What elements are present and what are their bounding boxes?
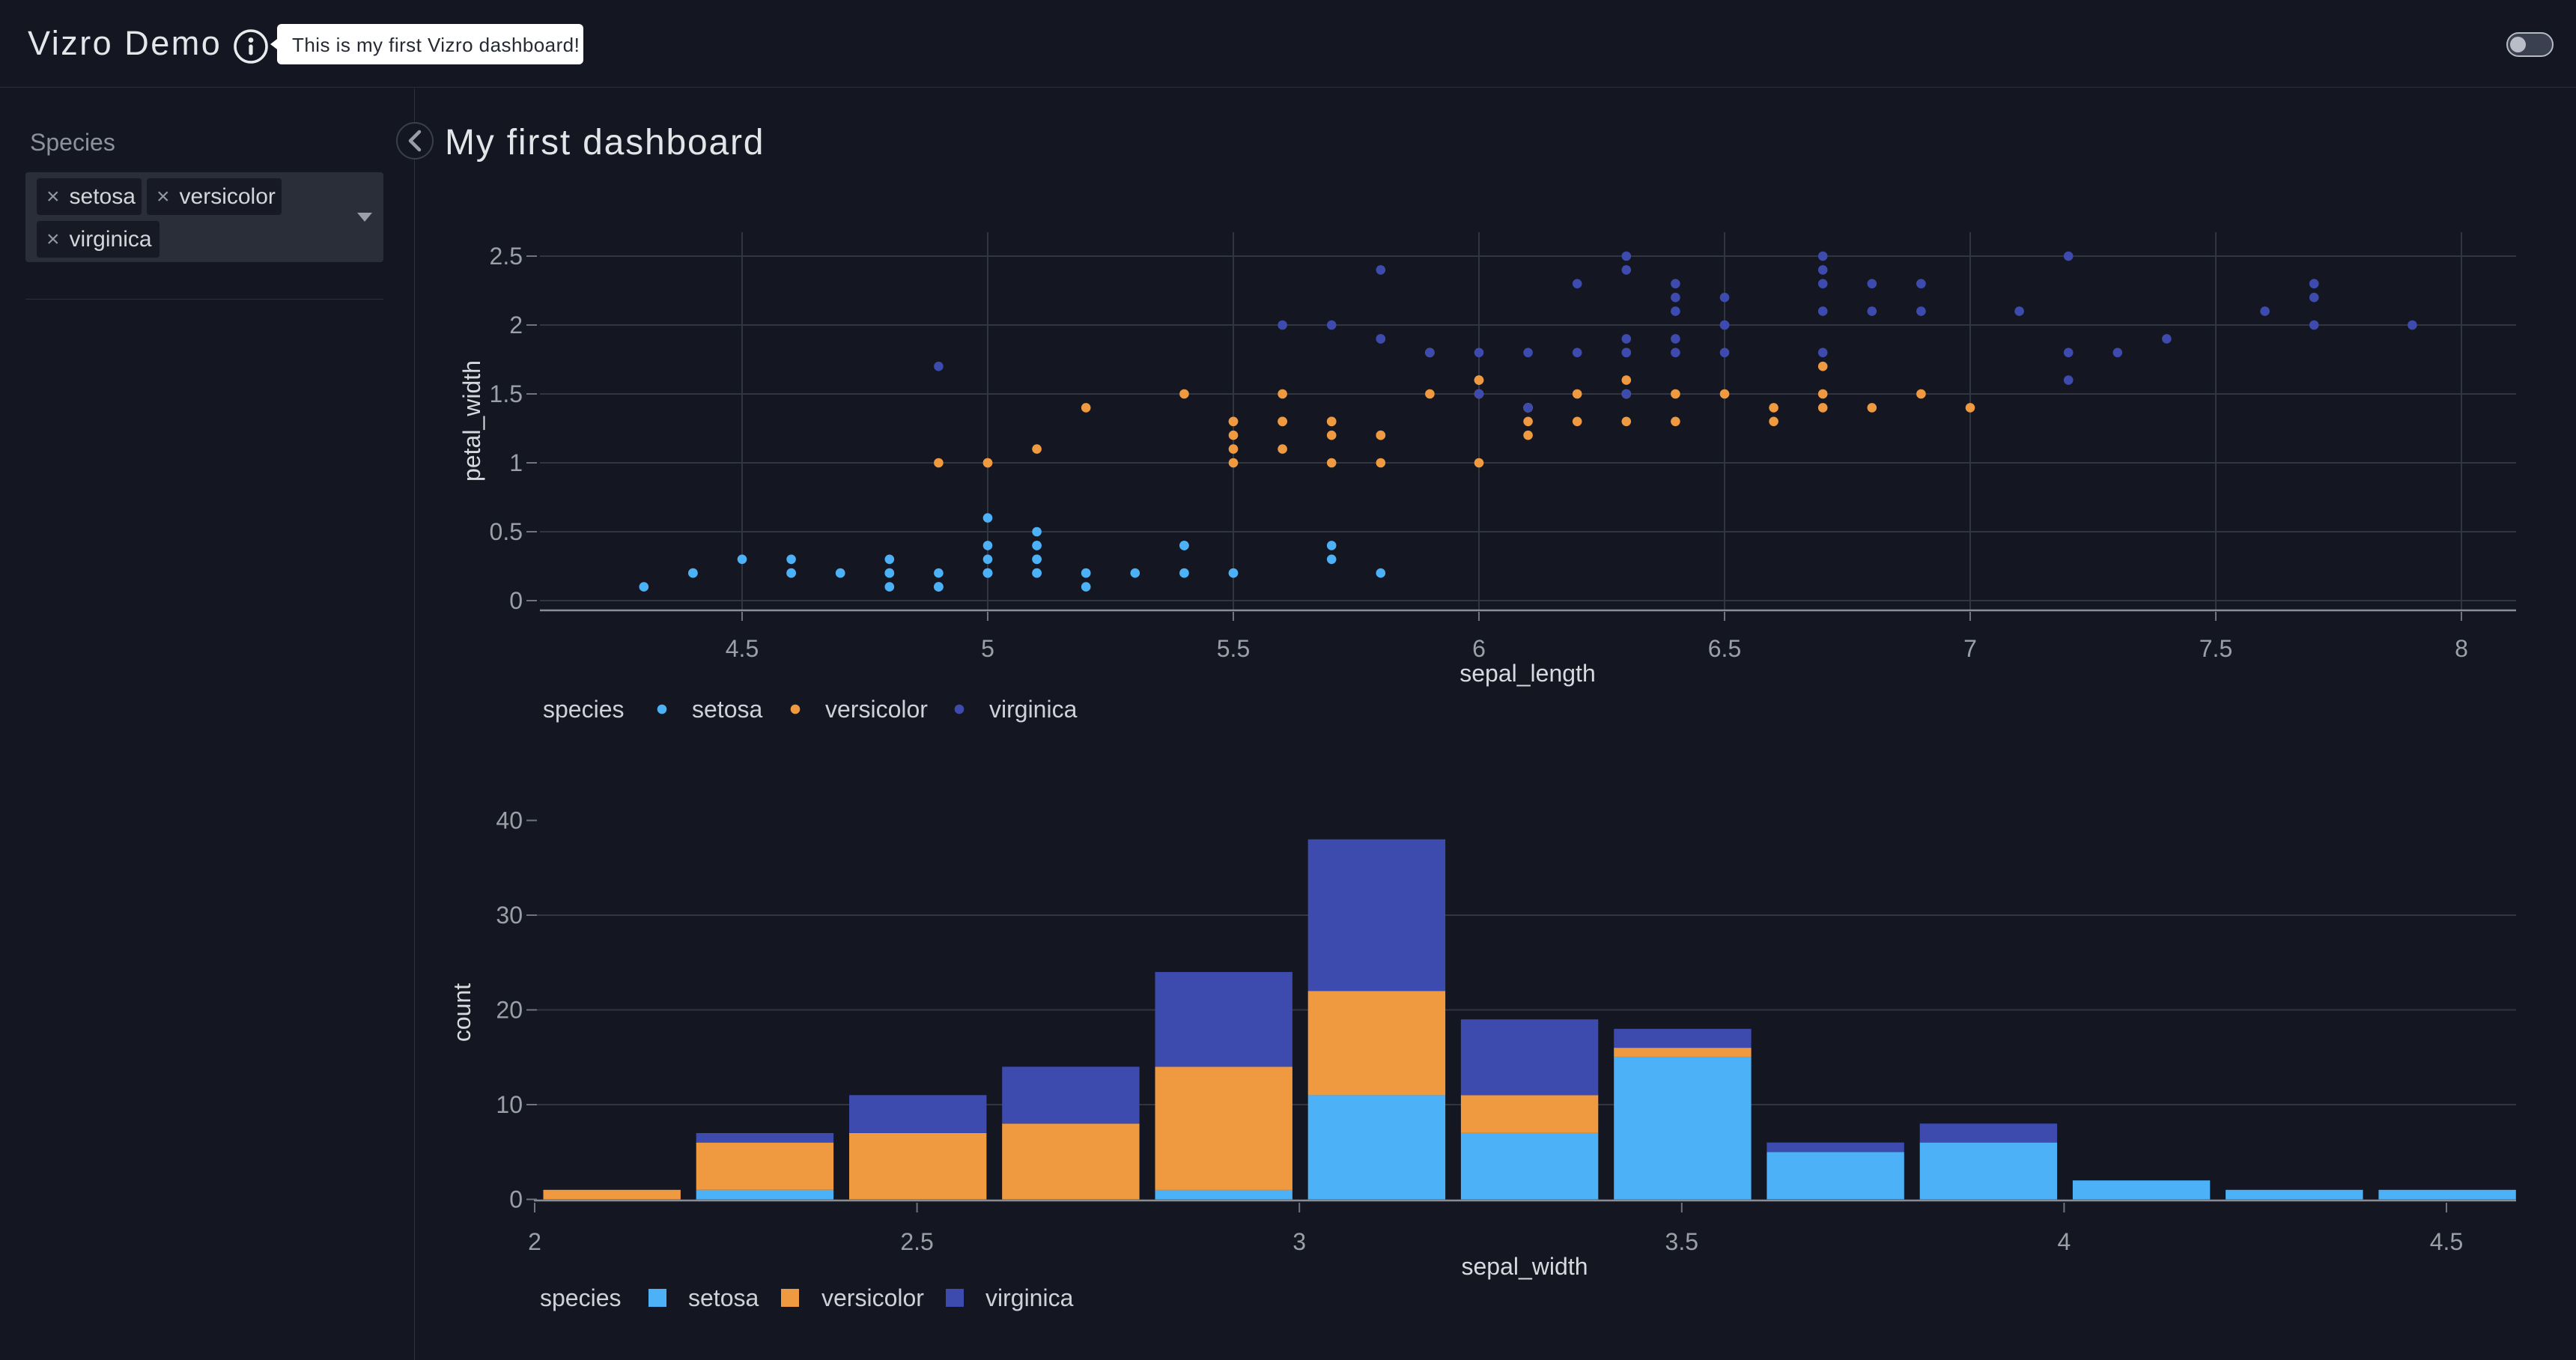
svg-text:4: 4: [2058, 1228, 2071, 1255]
svg-text:10: 10: [496, 1091, 523, 1118]
svg-text:8: 8: [2455, 635, 2468, 662]
svg-text:versicolor: versicolor: [825, 696, 928, 723]
svg-text:6: 6: [1472, 635, 1486, 662]
svg-text:2: 2: [528, 1228, 541, 1255]
svg-text:2.5: 2.5: [900, 1228, 933, 1255]
svg-text:1: 1: [509, 449, 523, 476]
svg-text:20: 20: [496, 997, 523, 1024]
svg-text:0.5: 0.5: [490, 518, 523, 545]
svg-text:count: count: [449, 983, 476, 1042]
svg-text:setosa: setosa: [688, 1284, 759, 1311]
svg-text:0: 0: [509, 587, 523, 614]
svg-text:2.5: 2.5: [490, 243, 523, 270]
svg-text:5: 5: [981, 635, 994, 662]
svg-text:sepal_length: sepal_length: [1459, 660, 1595, 687]
svg-text:0: 0: [509, 1186, 523, 1213]
svg-text:1.5: 1.5: [490, 380, 523, 407]
svg-text:3: 3: [1292, 1228, 1306, 1255]
svg-text:species: species: [543, 696, 625, 723]
svg-text:4.5: 4.5: [2430, 1228, 2463, 1255]
svg-text:7: 7: [1963, 635, 1977, 662]
svg-text:2: 2: [509, 312, 523, 339]
svg-text:40: 40: [496, 807, 523, 834]
svg-text:versicolor: versicolor: [821, 1284, 924, 1311]
svg-text:7.5: 7.5: [2199, 635, 2232, 662]
svg-text:sepal_width: sepal_width: [1462, 1253, 1588, 1280]
svg-text:virginica: virginica: [989, 696, 1078, 723]
svg-text:30: 30: [496, 902, 523, 929]
svg-text:4.5: 4.5: [726, 635, 759, 662]
svg-text:species: species: [540, 1284, 622, 1311]
svg-text:6.5: 6.5: [1708, 635, 1741, 662]
svg-text:This is my first Vizro dashboa: This is my first Vizro dashboard!: [292, 34, 580, 56]
svg-text:virginica: virginica: [985, 1284, 1074, 1311]
svg-text:3.5: 3.5: [1665, 1228, 1698, 1255]
svg-text:setosa: setosa: [692, 696, 762, 723]
svg-text:5.5: 5.5: [1217, 635, 1250, 662]
svg-text:petal_width: petal_width: [458, 360, 485, 482]
